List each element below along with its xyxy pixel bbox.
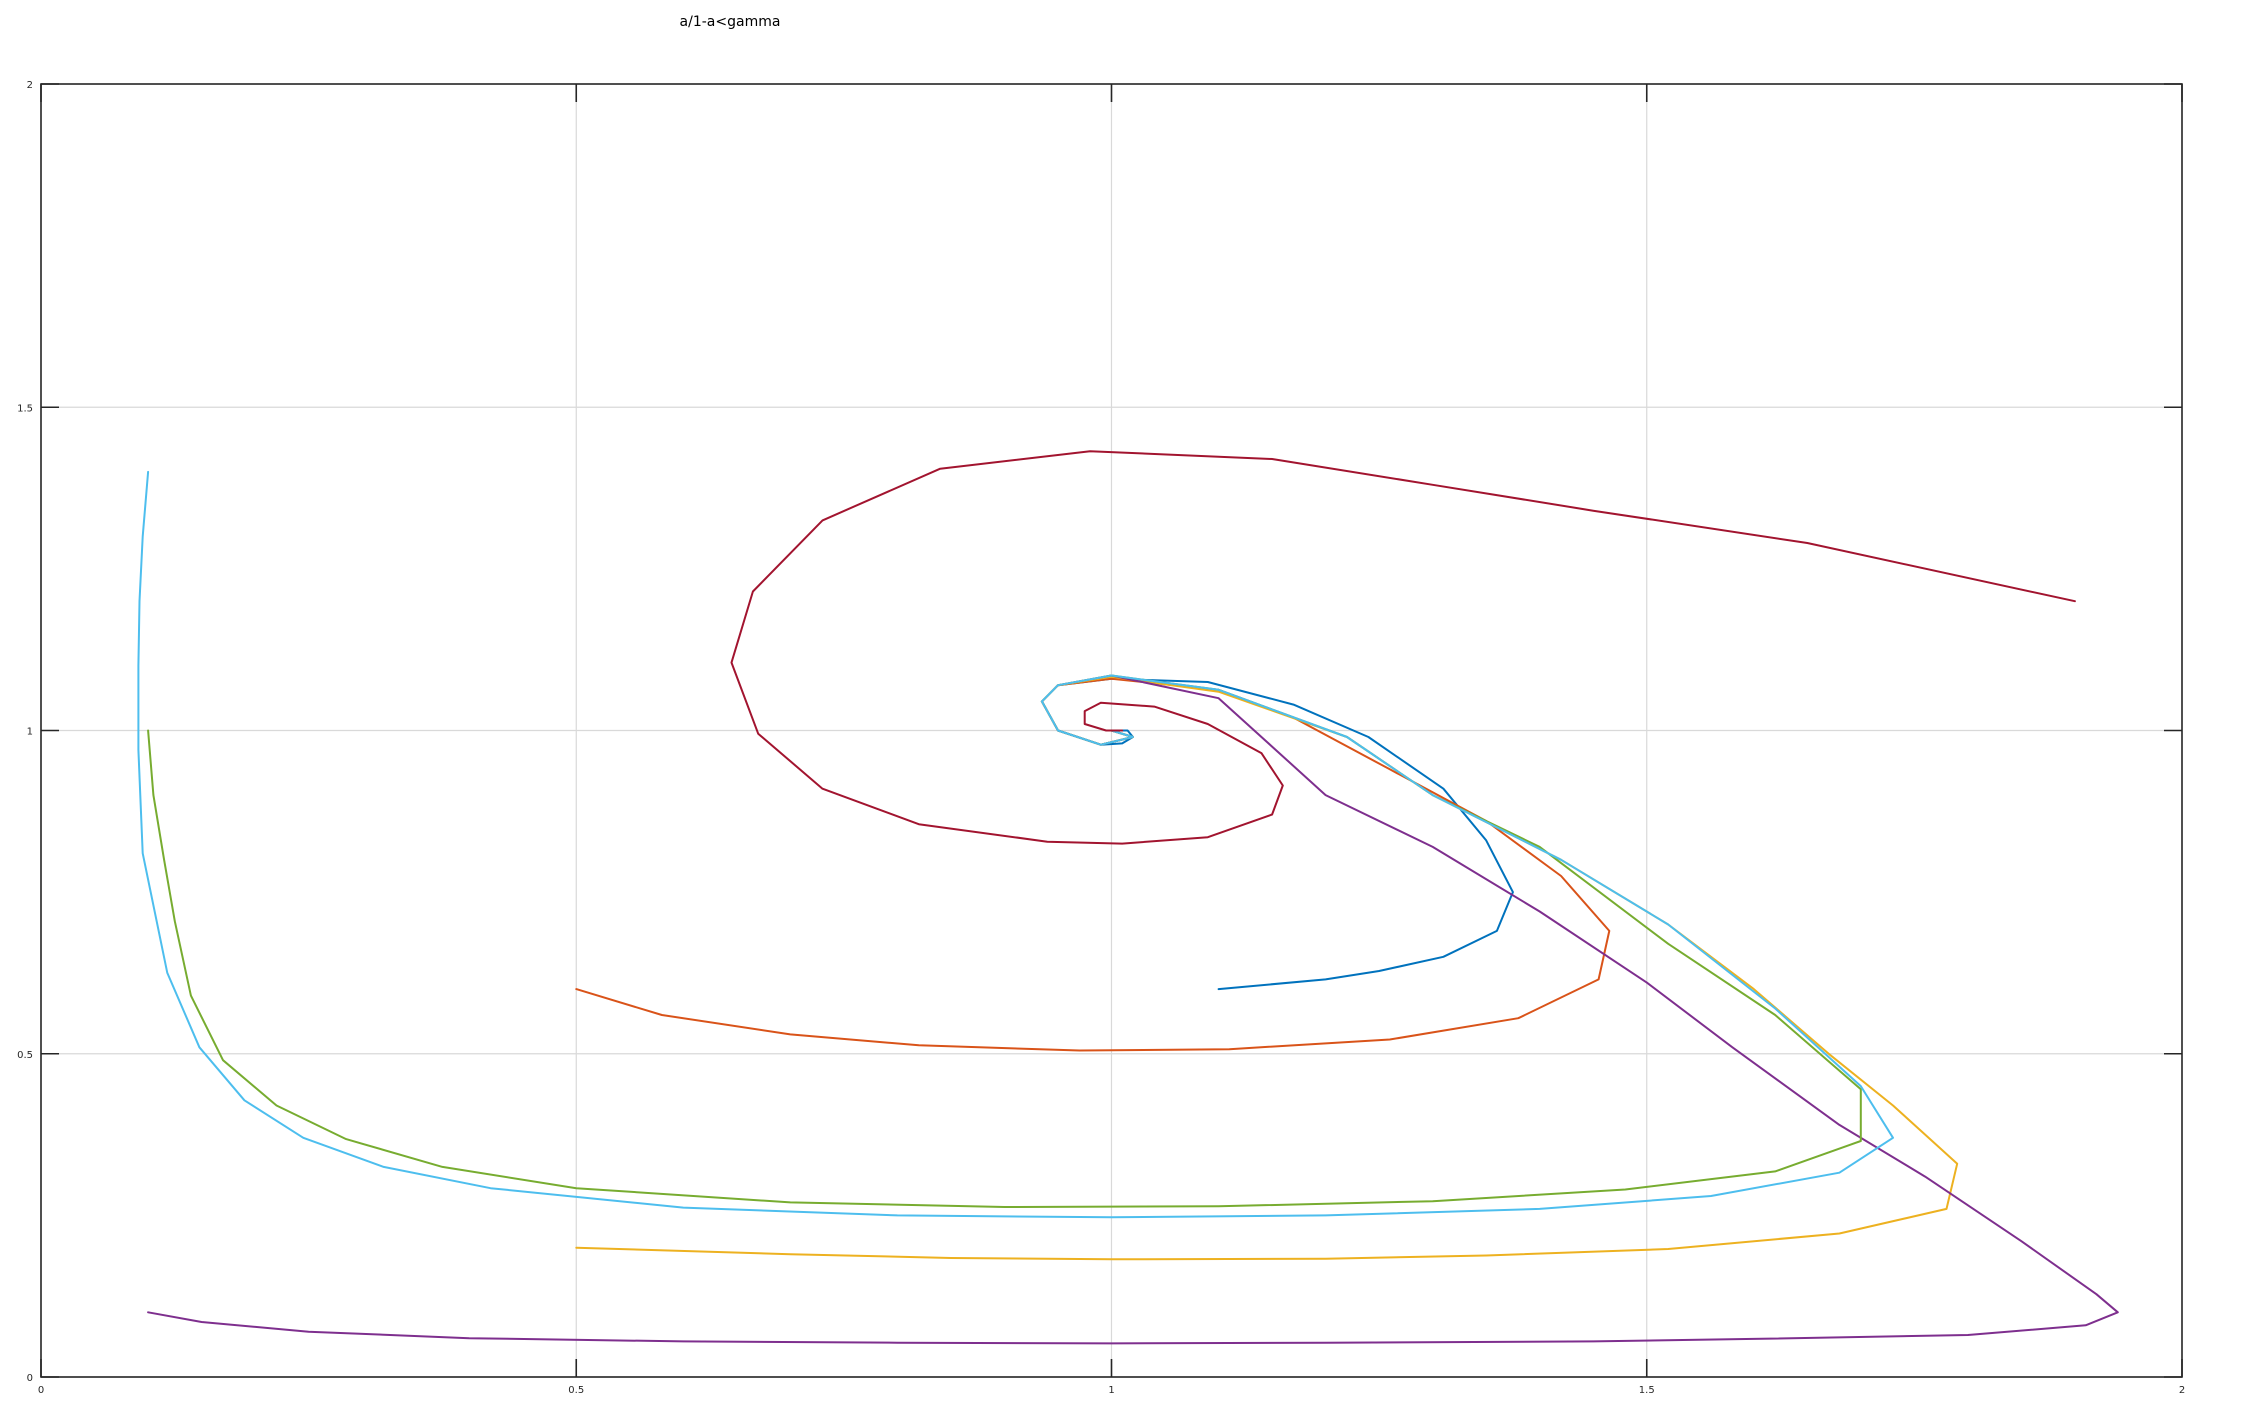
y-tick-label: 1.5	[17, 403, 33, 414]
y-tick-label: 1	[27, 727, 33, 738]
series-line-4	[147, 674, 2119, 1345]
chart-title: a/1-a<gamma	[680, 14, 781, 30]
series-line-6	[137, 470, 1894, 1219]
x-tick-label: 1.5	[1639, 1385, 1655, 1396]
x-tick-labels: 0 0.5 1 1.5 2	[38, 1385, 2185, 1396]
series-line-2	[575, 677, 1611, 1052]
series-line-7	[730, 450, 2076, 845]
series-line-3	[575, 675, 1959, 1261]
x-tick-label: 2	[2179, 1385, 2185, 1396]
y-tick-label: 0.5	[17, 1050, 33, 1061]
x-tick-label: 0	[38, 1385, 44, 1396]
series-line-5	[147, 674, 1862, 1208]
tick-marks	[40, 83, 2183, 1378]
y-tick-labels: 0 0.5 1 1.5 2	[17, 80, 33, 1384]
y-tick-label: 0	[27, 1373, 33, 1384]
x-tick-label: 1	[1108, 1385, 1114, 1396]
x-tick-label: 0.5	[568, 1385, 584, 1396]
y-tick-label: 2	[27, 80, 33, 91]
series-line-1	[1040, 677, 1514, 991]
series-lines	[137, 450, 2119, 1345]
